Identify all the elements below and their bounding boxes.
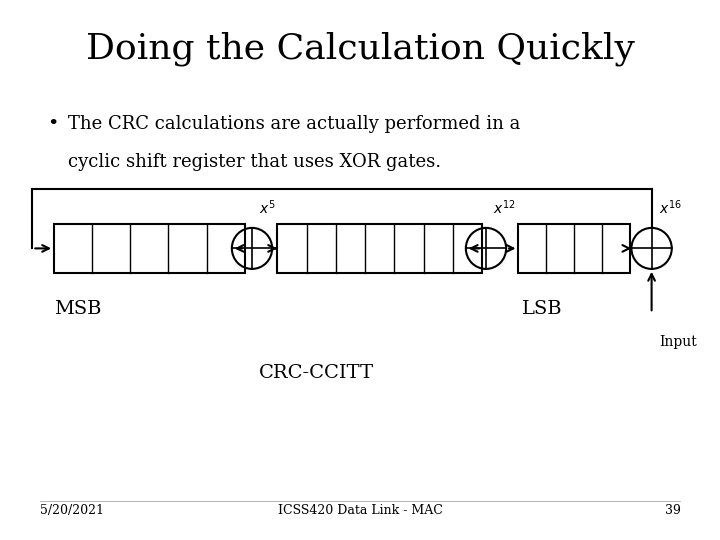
Text: Doing the Calculation Quickly: Doing the Calculation Quickly [86, 31, 634, 66]
Text: LSB: LSB [522, 300, 562, 318]
Text: The CRC calculations are actually performed in a: The CRC calculations are actually perfor… [68, 115, 521, 133]
Bar [518, 224, 630, 273]
Text: CRC-CCITT: CRC-CCITT [259, 363, 374, 382]
Text: $x^{12}$: $x^{12}$ [493, 199, 516, 217]
Text: MSB: MSB [54, 300, 102, 318]
Text: $x^{16}$: $x^{16}$ [659, 199, 682, 217]
Text: 5/20/2021: 5/20/2021 [40, 504, 104, 517]
Text: cyclic shift register that uses XOR gates.: cyclic shift register that uses XOR gate… [68, 153, 441, 171]
Text: ICSS420 Data Link - MAC: ICSS420 Data Link - MAC [278, 504, 442, 517]
Text: $x^5$: $x^5$ [259, 199, 276, 217]
Bar [54, 224, 245, 273]
Text: 39: 39 [665, 504, 680, 517]
Text: Input: Input [659, 335, 696, 349]
Bar [277, 224, 482, 273]
Text: •: • [47, 115, 58, 133]
